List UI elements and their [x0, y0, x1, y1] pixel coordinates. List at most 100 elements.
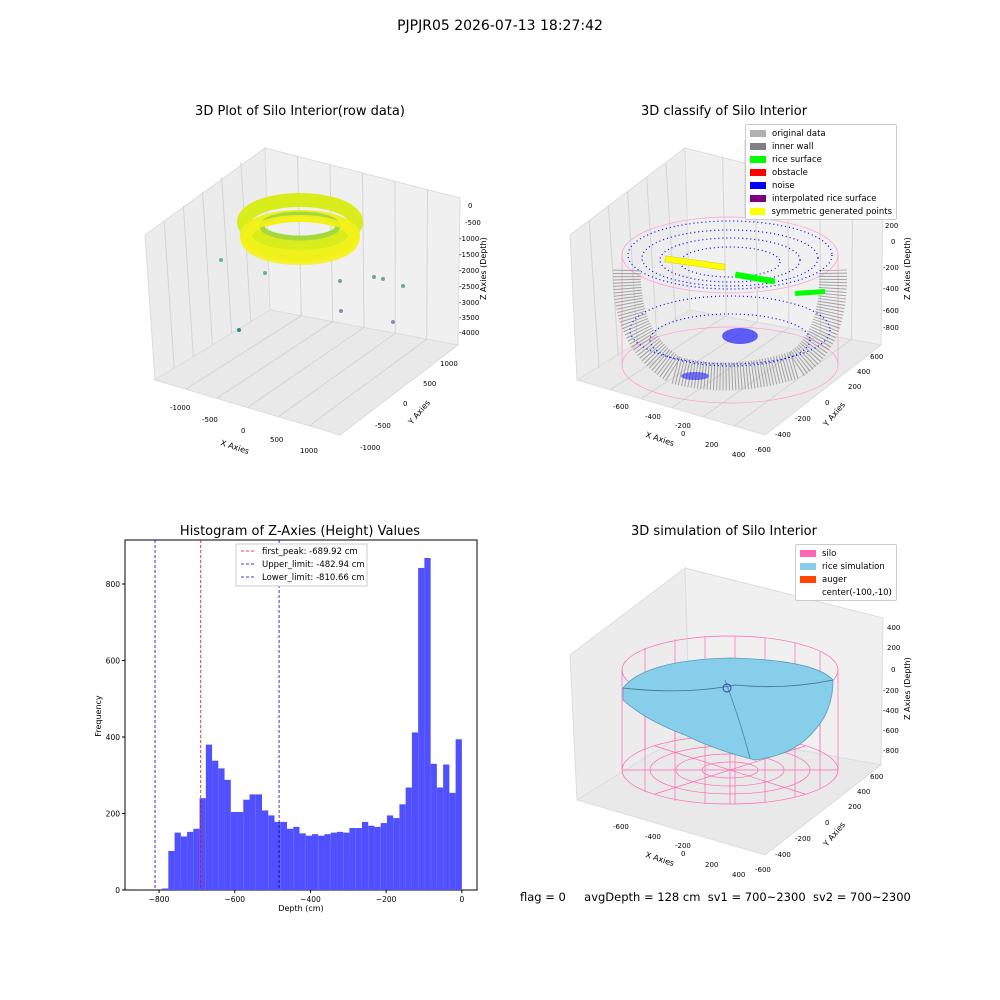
x-axis-label: X Axies	[644, 850, 675, 868]
legend-swatch	[800, 550, 816, 557]
y-tick: -600	[755, 866, 771, 874]
histogram-reference-lines	[154, 540, 280, 890]
histogram-bar	[355, 828, 362, 890]
y-tick: 0	[825, 819, 829, 827]
histogram-bar	[205, 744, 213, 890]
legend-swatch	[800, 589, 816, 596]
y-tick: -500	[375, 422, 391, 430]
status-line: flag = 0 avgDepth = 128 cm sv1 = 700~230…	[520, 890, 911, 904]
histogram-bar	[311, 834, 319, 890]
z-tick: -800	[883, 747, 899, 755]
y-tick: -600	[755, 446, 771, 454]
histogram-bar	[418, 567, 425, 890]
legend-swatch	[800, 576, 816, 583]
histogram-bar	[361, 821, 369, 890]
z-tick: 0	[891, 666, 895, 674]
legend-swatch	[750, 130, 766, 137]
histogram-bar	[349, 828, 356, 890]
legend-entry: symmetric generated points	[750, 205, 892, 218]
z-tick: -1000	[459, 235, 479, 243]
y-tick: 400	[857, 368, 870, 376]
y-tick: -200	[795, 415, 811, 423]
y-tick: -400	[775, 431, 791, 439]
y-tick-label: 0	[115, 886, 120, 895]
y-tick: -1000	[360, 444, 380, 452]
sv2-text: sv2 = 700~2300	[812, 890, 911, 904]
legend-entry: rice simulation	[800, 560, 892, 573]
x-tick-label: 0	[459, 895, 464, 904]
x-tick: -400	[645, 833, 661, 841]
z-tick: -1500	[459, 251, 479, 259]
z-tick: -400	[883, 285, 899, 293]
histogram-bar	[393, 818, 400, 890]
histogram-bar	[280, 821, 287, 890]
histogram-bar	[168, 850, 175, 890]
simulation-3d-plot: -600 -400 -200 0 200 400 X Axies -600 -4…	[569, 567, 912, 879]
histogram-bar	[243, 799, 250, 890]
y-tick-label: 200	[106, 809, 121, 818]
x-tick: 0	[681, 850, 685, 858]
legend-label: auger	[822, 574, 847, 585]
y-tick: 600	[870, 773, 883, 781]
legend-entry: obstacle	[750, 166, 892, 179]
legend-label: center(-100,-10)	[822, 587, 892, 598]
y-axis-label: Y Axies	[406, 398, 432, 427]
legend-label: noise	[772, 180, 795, 191]
legend-swatch	[750, 208, 766, 215]
histogram-bar	[230, 811, 238, 890]
legend-entry: noise	[750, 179, 892, 192]
histogram-bar	[305, 835, 312, 890]
legend-entry: inner wall	[750, 140, 892, 153]
z-axis-label: Z Axies (Depth)	[903, 657, 912, 720]
noise-points	[627, 220, 833, 367]
z-tick: -600	[883, 727, 899, 735]
legend-label: interpolated rice surface	[772, 193, 877, 204]
y-tick: 0	[403, 400, 407, 408]
y-tick: -200	[795, 835, 811, 843]
noise-dense-cluster	[681, 328, 758, 380]
z-tick: -200	[883, 264, 899, 272]
histogram-bar	[430, 763, 437, 890]
y-tick: 200	[848, 383, 861, 391]
histogram-legend: first_peak: -689.92 cm Upper_limit: -482…	[235, 543, 368, 587]
z-axis-label: Z Axies (Depth)	[903, 237, 912, 300]
histogram-bar	[343, 832, 350, 890]
z-tick: -800	[883, 324, 899, 332]
histogram-bar	[318, 835, 325, 890]
x-tick: -1000	[170, 404, 190, 412]
x-tick: 200	[705, 441, 718, 449]
histogram-bar	[336, 831, 344, 890]
z-tick: -3000	[459, 299, 479, 307]
plot4-title: 3D simulation of Silo Interior	[631, 524, 817, 539]
legend-swatch	[750, 156, 766, 163]
legend-upper-limit: Upper_limit: -482.94 cm	[262, 560, 365, 570]
x-axis-label: X Axies	[644, 430, 675, 448]
histogram-bar	[293, 826, 300, 890]
histogram-bar	[411, 732, 419, 890]
legend-first-peak: first_peak: -689.92 cm	[262, 547, 358, 557]
histogram-bars	[137, 557, 462, 890]
histogram-bar	[299, 833, 306, 890]
histogram-y-label: Frequency	[94, 695, 103, 737]
histogram-bar	[268, 815, 275, 890]
legend-label: silo	[822, 548, 837, 559]
y-tick-label: 400	[106, 733, 121, 742]
legend-lower-limit: Lower_limit: -810.66 cm	[262, 573, 364, 583]
x-tick: 1000	[300, 447, 318, 455]
z-tick: -400	[883, 707, 899, 715]
legend-label: rice simulation	[822, 561, 885, 572]
legend-swatch	[750, 143, 766, 150]
raw-point-ring	[237, 193, 363, 265]
histogram-bar	[218, 768, 225, 890]
x-tick: -500	[202, 416, 218, 424]
histogram-bar	[249, 794, 256, 890]
histogram-bar	[405, 787, 412, 890]
histogram-bar	[237, 811, 244, 890]
y-tick: 400	[857, 788, 870, 796]
histogram-title: Histogram of Z-Axies (Height) Values	[179, 524, 421, 539]
legend-entry: rice surface	[750, 153, 892, 166]
x-tick: 200	[705, 861, 718, 869]
histogram-bar	[262, 810, 269, 890]
legend-label: obstacle	[772, 167, 808, 178]
legend-swatch	[750, 182, 766, 189]
